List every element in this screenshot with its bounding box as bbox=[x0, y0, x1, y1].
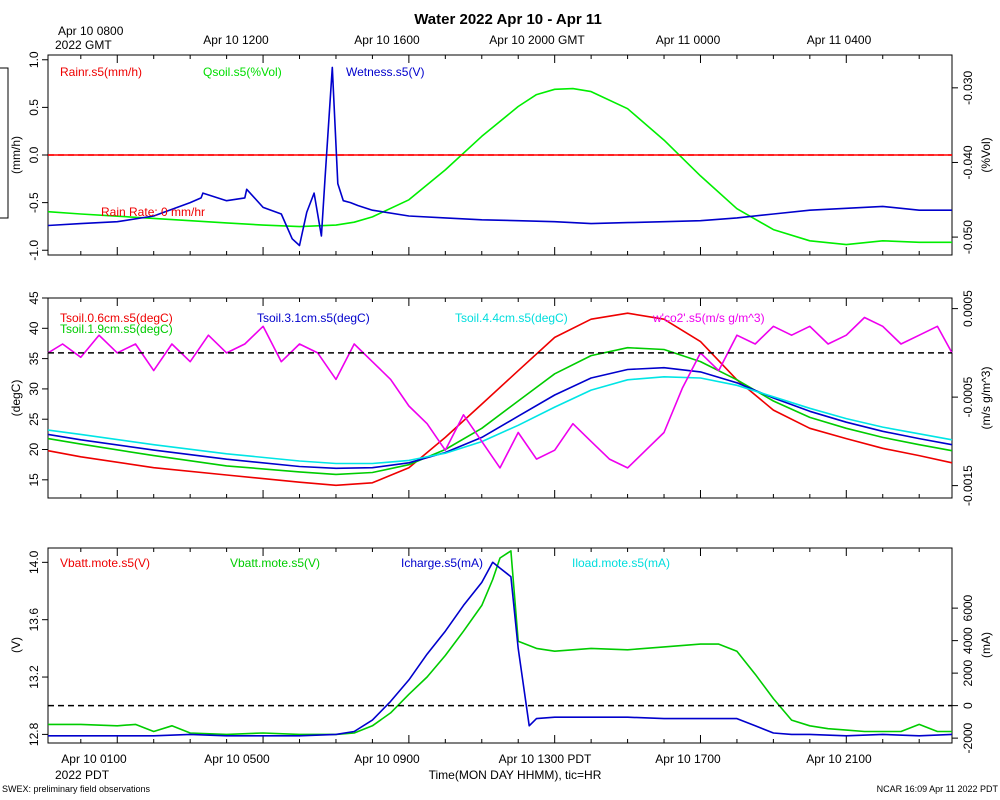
footer-left-note: SWEX: preliminary field observations bbox=[2, 784, 151, 794]
y-left-tick-label: 12.8 bbox=[27, 722, 41, 746]
y-right-tick-label: 6000 bbox=[961, 594, 975, 621]
top-axis-first-label-line2: 2022 GMT bbox=[55, 38, 112, 52]
power-legend-vbatt-red: Vbatt.mote.s5(V) bbox=[60, 556, 150, 570]
y-left-tick-label: 15 bbox=[27, 473, 41, 487]
y-left-tick-label: 14.0 bbox=[27, 550, 41, 574]
y-left-tick-label: 45 bbox=[27, 291, 41, 305]
y-left-tick-label: 0.0 bbox=[27, 146, 41, 163]
bottom-axis-label-6: Apr 10 2100 bbox=[806, 752, 872, 766]
power-legend-vbatt-green: Vbatt.mote.s5(V) bbox=[230, 556, 320, 570]
chart-title: Water 2022 Apr 10 - Apr 11 bbox=[414, 11, 602, 28]
y-left-tick-label: 20 bbox=[27, 443, 41, 457]
series-line-w-co2-s5-m-s-g-m-3 bbox=[47, 316, 953, 469]
y-left-tick-label: 13.2 bbox=[27, 665, 41, 689]
power-ylabel-right: (mA) bbox=[979, 632, 993, 658]
temp-ylabel-left: (degC) bbox=[9, 380, 23, 417]
water-legend-rainr: Rainr.s5(mm/h) bbox=[60, 65, 142, 79]
series-line-tsoil-1-9cm-s5-degc bbox=[47, 346, 953, 476]
power-legend-icharge: Icharge.s5(mA) bbox=[401, 556, 483, 570]
series-line-icharge-s5-ma bbox=[48, 561, 953, 737]
y-left-tick-label: 13.6 bbox=[27, 608, 41, 632]
temp-legend-tsoil-1-9: Tsoil.1.9cm.s5(degC) bbox=[60, 322, 173, 336]
bottom-axis-label-3: Apr 10 0900 bbox=[354, 752, 420, 766]
y-left-tick-label: -1.0 bbox=[27, 240, 41, 261]
series-line-qsoil-s5-vol bbox=[47, 87, 952, 246]
water-legend-qsoil: Qsoil.s5(%Vol) bbox=[203, 65, 282, 79]
y-left-tick-label: 25 bbox=[27, 412, 41, 426]
bottom-time-axis: Apr 10 0100 Apr 10 0500 Apr 10 0900 Apr … bbox=[55, 752, 872, 782]
temp-ylabel-right: (m/s g/m^3) bbox=[979, 367, 993, 430]
power-legend-iload: Iload.mote.s5(mA) bbox=[572, 556, 670, 570]
y-left-tick-label: 1.0 bbox=[27, 51, 41, 68]
y-right-tick-label: 2000 bbox=[961, 659, 975, 686]
bottom-axis-label-5: Apr 10 1700 bbox=[655, 752, 721, 766]
temperature-panel: 15 20 25 30 35 40 45 0.0005 -0.0005 -0.0015 Tsoil… bbox=[9, 290, 993, 506]
x-axis-title: Time(MON DAY HHMM), tic=HR bbox=[429, 768, 602, 782]
series-line-tsoil-3-1cm-s5-degc bbox=[47, 366, 953, 470]
top-axis-label-5: Apr 11 0400 bbox=[807, 33, 872, 47]
y-right-tick-label: -0.0015 bbox=[961, 465, 975, 506]
temperature-panel-ticks: 15 20 25 30 35 40 45 0.0005 -0.0005 -0.0015 bbox=[27, 290, 975, 506]
temp-legend-tsoil-4-4: Tsoil.4.4cm.s5(degC) bbox=[455, 311, 568, 325]
series-line-wetness-s5-v bbox=[47, 66, 952, 247]
power-panel-ticks: 12.8 13.2 13.6 14.0 -2000 0 2000 4000 6000 bbox=[27, 548, 975, 753]
top-time-axis: Apr 10 0800 2022 GMT Apr 10 1200 Apr 10 … bbox=[55, 24, 872, 52]
left-edge-box bbox=[0, 67, 9, 219]
y-right-tick-label: 0.0005 bbox=[961, 290, 975, 327]
top-axis-label-1: Apr 10 1200 bbox=[203, 33, 269, 47]
water-legend-wetness: Wetness.s5(V) bbox=[346, 65, 424, 79]
water-panel-plot bbox=[47, 66, 952, 247]
bottom-axis-label-2: Apr 10 0500 bbox=[204, 752, 270, 766]
y-right-tick-label: -0.040 bbox=[961, 145, 975, 179]
top-axis-label-4: Apr 11 0000 bbox=[656, 33, 721, 47]
y-left-tick-label: 0.5 bbox=[27, 99, 41, 116]
bottom-axis-label-1: Apr 10 0100 bbox=[61, 752, 127, 766]
water-panel-ticks: 1.0 0.5 0.0 -0.5 -1.0 -0.030 -0.040 -0.050 bbox=[27, 51, 975, 260]
power-panel-plot bbox=[48, 550, 953, 737]
top-axis-label-2: Apr 10 1600 bbox=[354, 33, 420, 47]
y-right-tick-label: -0.050 bbox=[961, 220, 975, 254]
top-axis-label-3: Apr 10 2000 GMT bbox=[489, 33, 585, 47]
y-right-tick-label: -0.0005 bbox=[961, 376, 975, 417]
bottom-axis-label-4: Apr 10 1300 PDT bbox=[499, 752, 592, 766]
series-line-tsoil-0-6cm-s5-degc bbox=[47, 312, 953, 487]
temp-legend-tsoil-3-1: Tsoil.3.1cm.s5(degC) bbox=[257, 311, 370, 325]
power-panel: 12.8 13.2 13.6 14.0 -2000 0 2000 4000 6000 Vbatt… bbox=[9, 547, 993, 753]
y-left-tick-label: 35 bbox=[27, 352, 41, 366]
power-panel-frame bbox=[47, 547, 953, 744]
series-line-tsoil-4-4cm-s5-degc bbox=[47, 375, 953, 465]
power-ylabel-left: (V) bbox=[9, 637, 23, 653]
rain-rate-annotation: Rain Rate: 0 mm/hr bbox=[101, 205, 205, 219]
temperature-panel-plot bbox=[47, 312, 953, 487]
temp-legend-wco2: w'co2'.s5(m/s g/m^3) bbox=[652, 311, 765, 325]
water-panel: 1.0 0.5 0.0 -0.5 -1.0 -0.030 -0.040 -0.050 Rain… bbox=[0, 51, 993, 261]
y-left-tick-label: -0.5 bbox=[27, 192, 41, 213]
bottom-axis-year-label: 2022 PDT bbox=[55, 768, 110, 782]
y-right-tick-label: -2000 bbox=[961, 722, 975, 753]
y-right-tick-label: -0.030 bbox=[961, 70, 975, 104]
y-right-tick-label: 4000 bbox=[961, 627, 975, 654]
temp-legend-tsoil-0-6: Tsoil.0.6cm.s5(degC) bbox=[60, 311, 173, 325]
series-line-vbatt-mote-s5-v bbox=[48, 550, 952, 736]
footer-right-note: NCAR 16:09 Apr 11 2022 PDT bbox=[877, 784, 999, 794]
water-ylabel-right: (%Vol) bbox=[979, 137, 993, 172]
temperature-panel-frame bbox=[47, 297, 953, 499]
y-left-tick-label: 40 bbox=[27, 321, 41, 335]
top-axis-first-label-line1: Apr 10 0800 bbox=[58, 24, 124, 38]
y-right-tick-label: 0 bbox=[961, 702, 975, 709]
y-left-tick-label: 30 bbox=[27, 382, 41, 396]
water-ylabel-left: (mm/h) bbox=[9, 136, 23, 174]
